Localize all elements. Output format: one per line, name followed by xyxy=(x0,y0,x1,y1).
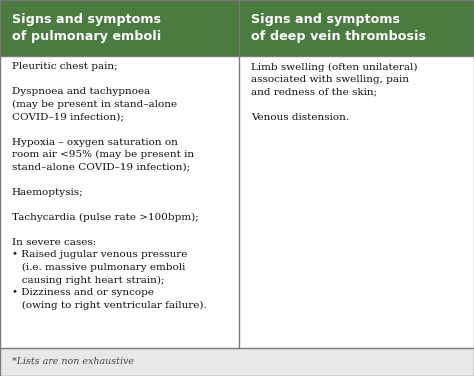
Text: Signs and symptoms
of pulmonary emboli: Signs and symptoms of pulmonary emboli xyxy=(12,13,161,42)
Text: Limb swelling (often unilateral)
associated with swelling, pain
and redness of t: Limb swelling (often unilateral) associa… xyxy=(251,62,418,121)
Bar xyxy=(239,0,474,56)
Bar xyxy=(0,56,474,348)
Text: *Lists are non exhaustive: *Lists are non exhaustive xyxy=(12,358,134,366)
Bar xyxy=(0,348,474,376)
Bar xyxy=(0,0,239,56)
Text: Pleuritic chest pain;

Dyspnoea and tachypnoea
(may be present in stand–alone
CO: Pleuritic chest pain; Dyspnoea and tachy… xyxy=(12,62,207,310)
Text: Signs and symptoms
of deep vein thrombosis: Signs and symptoms of deep vein thrombos… xyxy=(251,13,426,42)
